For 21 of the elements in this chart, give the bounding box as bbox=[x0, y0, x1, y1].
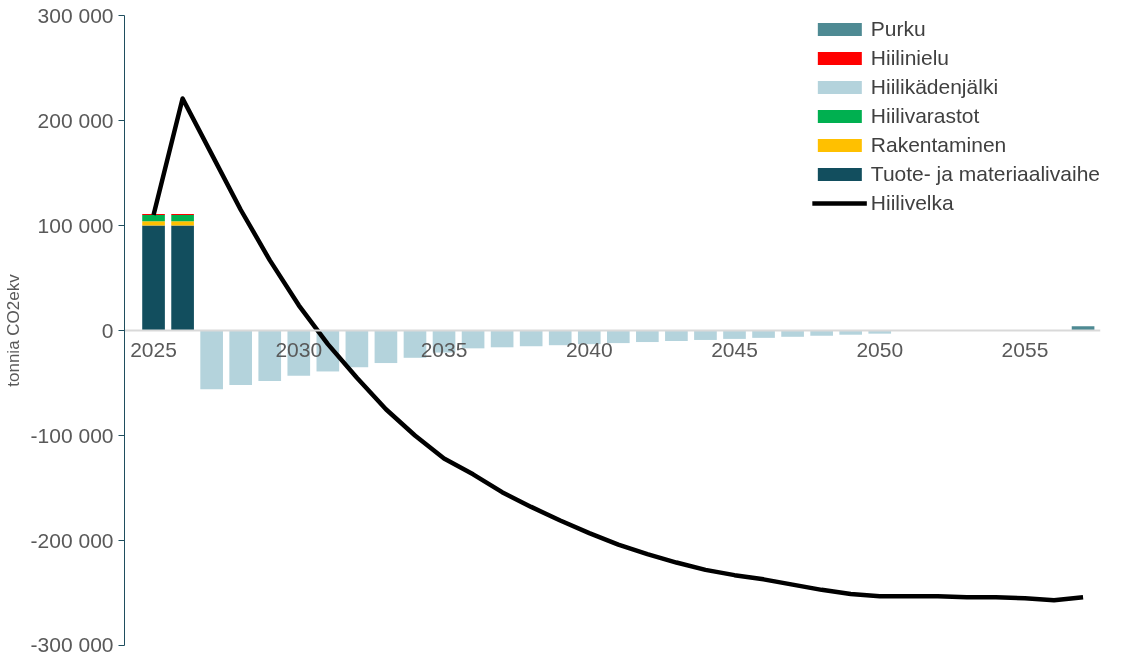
y-tick-label: -100 000 bbox=[30, 424, 114, 447]
legend-label: Hiilikädenjälki bbox=[870, 74, 999, 100]
y-tick-label: -300 000 bbox=[30, 632, 114, 656]
legend-label: Hiilivarastot bbox=[870, 103, 980, 129]
y-tick-label: -200 000 bbox=[30, 529, 114, 552]
x-tick-label: 2025 bbox=[130, 337, 177, 361]
y-tick-label: 200 000 bbox=[37, 109, 114, 132]
legend-label: Tuote- ja materiaalivaihe bbox=[870, 161, 1100, 187]
y-tick-label: 300 000 bbox=[37, 4, 114, 27]
legend-label: Rakentaminen bbox=[870, 132, 1007, 158]
legend-label: Hiilinielu bbox=[870, 45, 950, 71]
y-tick-label: 0 bbox=[101, 319, 114, 342]
legend-label: Purku bbox=[870, 16, 926, 42]
x-tick-label: 2040 bbox=[565, 337, 613, 361]
x-tick-label: 2050 bbox=[856, 337, 904, 361]
x-tick-label: 2045 bbox=[711, 337, 758, 361]
legend-label: Hiilivelka bbox=[870, 190, 954, 216]
x-tick-label: 2035 bbox=[420, 337, 468, 361]
y-tick-label: 100 000 bbox=[37, 214, 114, 237]
x-tick-label: 2055 bbox=[1001, 337, 1049, 361]
y-axis-title: tonnia CO2ekv bbox=[3, 273, 23, 387]
